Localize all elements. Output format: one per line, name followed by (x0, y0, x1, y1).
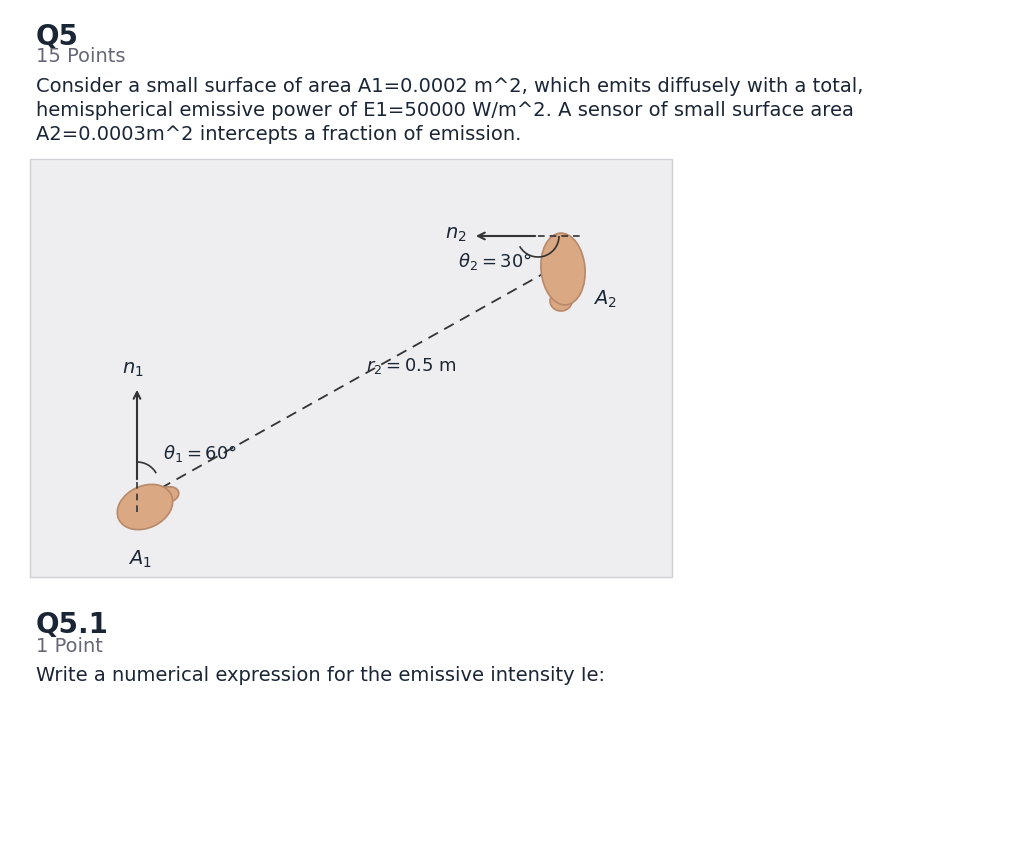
Text: $\theta_2 = 30°$: $\theta_2 = 30°$ (458, 251, 531, 271)
Text: $n_1$: $n_1$ (122, 360, 143, 379)
Text: $r_2 = 0.5$ m: $r_2 = 0.5$ m (367, 356, 457, 376)
Ellipse shape (541, 233, 585, 305)
Text: $A_2$: $A_2$ (593, 289, 616, 309)
Text: $A_1$: $A_1$ (128, 549, 152, 570)
Text: Q5: Q5 (36, 23, 79, 51)
Text: Write a numerical expression for the emissive intensity Ie:: Write a numerical expression for the emi… (36, 666, 605, 685)
Text: Consider a small surface of area A1=0.0002 m^2, which emits diffusely with a tot: Consider a small surface of area A1=0.00… (36, 77, 863, 96)
Ellipse shape (550, 291, 572, 311)
Text: Q5.1: Q5.1 (36, 611, 109, 639)
Text: 15 Points: 15 Points (36, 47, 126, 66)
FancyBboxPatch shape (30, 159, 672, 577)
Text: $n_2$: $n_2$ (445, 224, 467, 243)
Ellipse shape (118, 484, 173, 530)
Text: hemispherical emissive power of E1=50000 W/m^2. A sensor of small surface area: hemispherical emissive power of E1=50000… (36, 101, 854, 120)
Text: A2=0.0003m^2 intercepts a fraction of emission.: A2=0.0003m^2 intercepts a fraction of em… (36, 125, 521, 144)
Text: 1 Point: 1 Point (36, 637, 102, 656)
Text: $\theta_1 = 60°$: $\theta_1 = 60°$ (163, 443, 237, 465)
Ellipse shape (156, 487, 179, 503)
